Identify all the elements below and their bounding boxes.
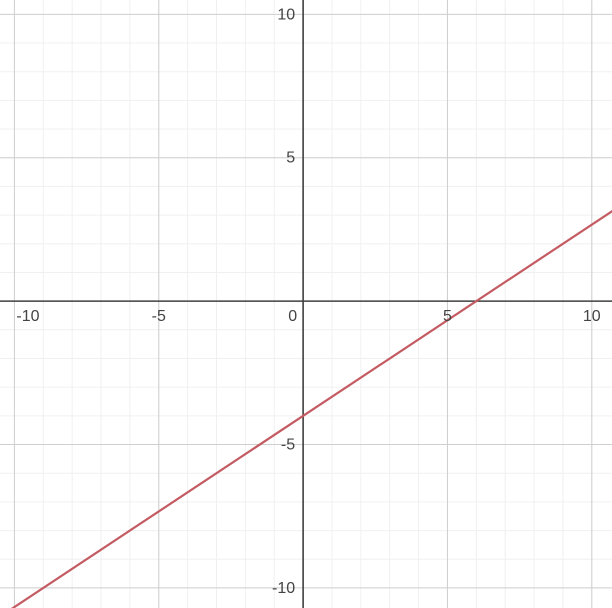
coordinate-plane-chart: -10 -5 0 5 10 -10 -5 5 10 — [0, 0, 612, 608]
y-tick-label: -10 — [272, 580, 295, 597]
x-tick-label: 0 — [288, 308, 297, 325]
y-tick-label: 10 — [277, 6, 295, 23]
y-tick-label: -5 — [281, 437, 295, 454]
x-tick-label: -10 — [16, 308, 39, 325]
x-tick-label: 10 — [583, 308, 601, 325]
y-tick-label: 5 — [286, 150, 295, 167]
x-tick-label: 5 — [443, 308, 452, 325]
chart-background — [0, 0, 612, 608]
x-tick-label: -5 — [152, 308, 166, 325]
chart-svg: -10 -5 0 5 10 -10 -5 5 10 — [0, 0, 612, 608]
